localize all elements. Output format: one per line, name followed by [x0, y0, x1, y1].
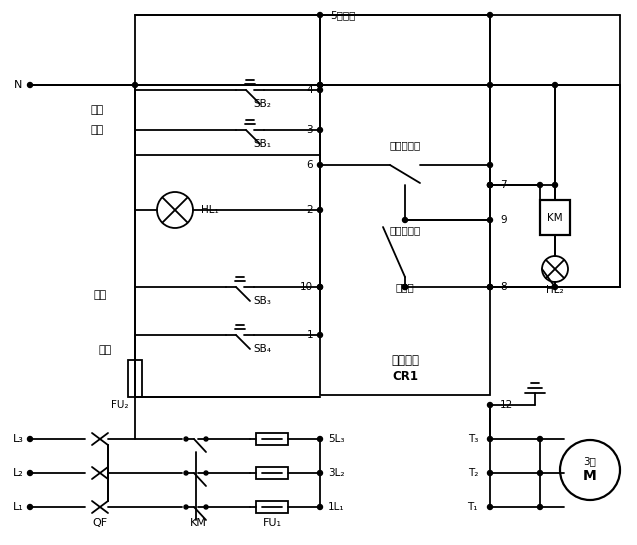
Circle shape [487, 470, 492, 475]
Text: T₁: T₁ [468, 502, 478, 512]
Circle shape [552, 183, 557, 187]
Text: 7: 7 [500, 180, 506, 190]
Text: 2: 2 [306, 205, 313, 215]
Text: 5公共端: 5公共端 [330, 10, 355, 20]
Text: 1L₁: 1L₁ [328, 502, 345, 512]
Text: 停止: 停止 [90, 105, 104, 115]
Circle shape [184, 471, 188, 475]
Bar [256, 467, 288, 479]
Text: 复位: 复位 [98, 345, 111, 355]
Text: 10: 10 [300, 282, 313, 292]
Circle shape [317, 284, 322, 289]
Text: 软启动器: 软启动器 [391, 354, 419, 366]
Circle shape [184, 437, 188, 441]
Circle shape [487, 13, 492, 17]
Circle shape [487, 284, 492, 289]
Circle shape [317, 470, 322, 475]
Circle shape [184, 505, 188, 509]
Bar [135, 15, 320, 155]
Circle shape [204, 437, 208, 441]
Bar [540, 200, 570, 235]
Text: HL₁: HL₁ [201, 205, 218, 215]
Text: 旁路继电器: 旁路继电器 [389, 140, 420, 150]
Text: SB₃: SB₃ [253, 296, 271, 306]
Text: FU₁: FU₁ [262, 518, 282, 528]
Text: SB₁: SB₁ [253, 139, 271, 149]
Circle shape [538, 183, 543, 187]
Text: QF: QF [92, 518, 108, 528]
Circle shape [487, 217, 492, 222]
Bar [256, 433, 288, 445]
Circle shape [552, 82, 557, 88]
Circle shape [487, 183, 492, 187]
Circle shape [538, 505, 543, 510]
Text: FU₂: FU₂ [111, 400, 129, 410]
Text: 4: 4 [306, 85, 313, 95]
Text: 3～: 3～ [583, 456, 596, 466]
Bar [490, 85, 620, 287]
Text: 8: 8 [500, 282, 506, 292]
Circle shape [487, 403, 492, 408]
Text: CR1: CR1 [392, 371, 418, 384]
Text: 9: 9 [500, 215, 506, 225]
Bar [320, 15, 490, 395]
Circle shape [487, 183, 492, 187]
Text: M: M [583, 469, 597, 483]
Circle shape [317, 437, 322, 441]
Text: T₃: T₃ [468, 434, 478, 444]
Circle shape [538, 470, 543, 475]
Text: KM: KM [547, 213, 563, 223]
Circle shape [317, 128, 322, 132]
Text: L₂: L₂ [13, 468, 24, 478]
Circle shape [487, 162, 492, 167]
Circle shape [317, 284, 322, 289]
Circle shape [317, 13, 322, 17]
Circle shape [487, 284, 492, 289]
Circle shape [317, 88, 322, 93]
Circle shape [27, 82, 32, 88]
Circle shape [132, 82, 138, 88]
Text: HL₂: HL₂ [546, 285, 564, 295]
Circle shape [487, 183, 492, 187]
Bar [128, 360, 142, 397]
Text: SB₄: SB₄ [253, 344, 271, 354]
Circle shape [27, 505, 32, 510]
Circle shape [552, 284, 557, 289]
Circle shape [317, 82, 322, 88]
Circle shape [487, 437, 492, 441]
Text: L₃: L₃ [13, 434, 24, 444]
Circle shape [317, 208, 322, 213]
Circle shape [317, 162, 322, 167]
Text: 启动: 启动 [90, 125, 104, 135]
Text: 12: 12 [500, 400, 513, 410]
Text: 故障继电器: 故障继电器 [389, 225, 420, 235]
Circle shape [538, 437, 543, 441]
Circle shape [317, 505, 322, 510]
Circle shape [317, 332, 322, 337]
Text: L₁: L₁ [13, 502, 24, 512]
Text: 3: 3 [306, 125, 313, 135]
Text: T₂: T₂ [468, 468, 478, 478]
Text: 急停: 急停 [94, 290, 106, 300]
Text: KM: KM [190, 518, 206, 528]
Circle shape [403, 284, 408, 289]
Circle shape [403, 217, 408, 222]
Text: 6: 6 [306, 160, 313, 170]
Text: 公共端: 公共端 [396, 282, 415, 292]
Text: N: N [14, 80, 22, 90]
Text: 1: 1 [306, 330, 313, 340]
Circle shape [204, 505, 208, 509]
Text: 3L₂: 3L₂ [328, 468, 345, 478]
Circle shape [317, 82, 322, 88]
Text: SB₂: SB₂ [253, 99, 271, 109]
Circle shape [27, 437, 32, 441]
Circle shape [403, 284, 408, 289]
Circle shape [487, 82, 492, 88]
Circle shape [487, 505, 492, 510]
Circle shape [27, 470, 32, 475]
Text: 5L₃: 5L₃ [328, 434, 345, 444]
Bar [256, 501, 288, 513]
Circle shape [487, 284, 492, 289]
Circle shape [204, 471, 208, 475]
